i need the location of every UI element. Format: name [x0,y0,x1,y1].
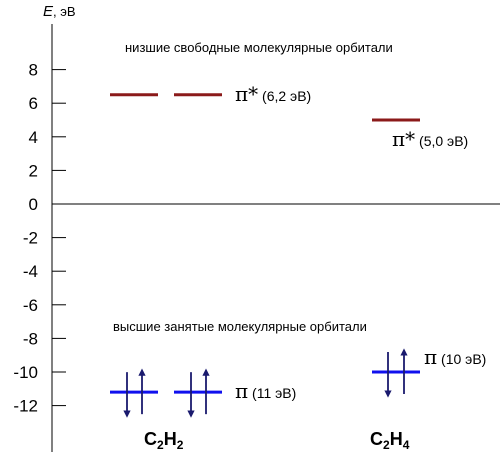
axis-tick-label: 2 [29,161,38,180]
axis-tick-label: -12 [13,397,38,416]
axis-tick-label: 8 [29,61,38,80]
c2h2-homo-symbol: π [235,379,248,403]
c2h2-lumo-symbol: π* [235,82,258,106]
molecule-label-c2h2: C2H2 [144,429,184,452]
c2h2-homo-level-1 [110,368,158,418]
c2h4-homo-level [372,348,420,398]
axis-tick-label: 4 [29,128,38,147]
axis-tick-label: 0 [29,195,38,214]
c2h4-lumo-energy: (5,0 эВ) [415,133,468,149]
homo-heading: высшие занятые молекулярные орбитали [113,319,367,334]
c2h2-homo-energy: (11 эВ) [248,385,296,401]
axis-title: E, эВ [43,3,76,20]
c2h2-homo-level-2 [174,368,222,418]
axis-tick-label: -4 [23,262,38,281]
axis-title-symbol: E [43,3,54,20]
axis-tick-label: -8 [23,329,38,348]
c2h4-lumo-symbol: π* [392,127,415,151]
axis-tick-label: -2 [23,229,38,248]
c2h2-lumo-energy: (6,2 эВ) [258,88,311,104]
c2h4-homo-label: π (10 эВ) [424,345,486,369]
molecule-label-c2h4: C2H4 [370,429,410,452]
axis-ticks: 8 6 4 2 0 -2 -4 -6 -8 -10 -12 [13,61,66,416]
c2h4-lumo-label: π* (5,0 эВ) [392,127,468,151]
axis-title-unit: , эВ [53,4,76,19]
axis-tick-label: -6 [23,296,38,315]
c2h4-homo-energy: (10 эВ) [437,351,486,367]
c2h4-homo-symbol: π [424,345,437,369]
lumo-heading: низшие свободные молекулярные орбитали [125,40,393,55]
c2h2-lumo-label: π* (6,2 эВ) [235,82,311,106]
c2h2-homo-label: π (11 эВ) [235,379,296,403]
axis-tick-label: 6 [29,94,38,113]
axis-tick-label: -10 [13,363,38,382]
